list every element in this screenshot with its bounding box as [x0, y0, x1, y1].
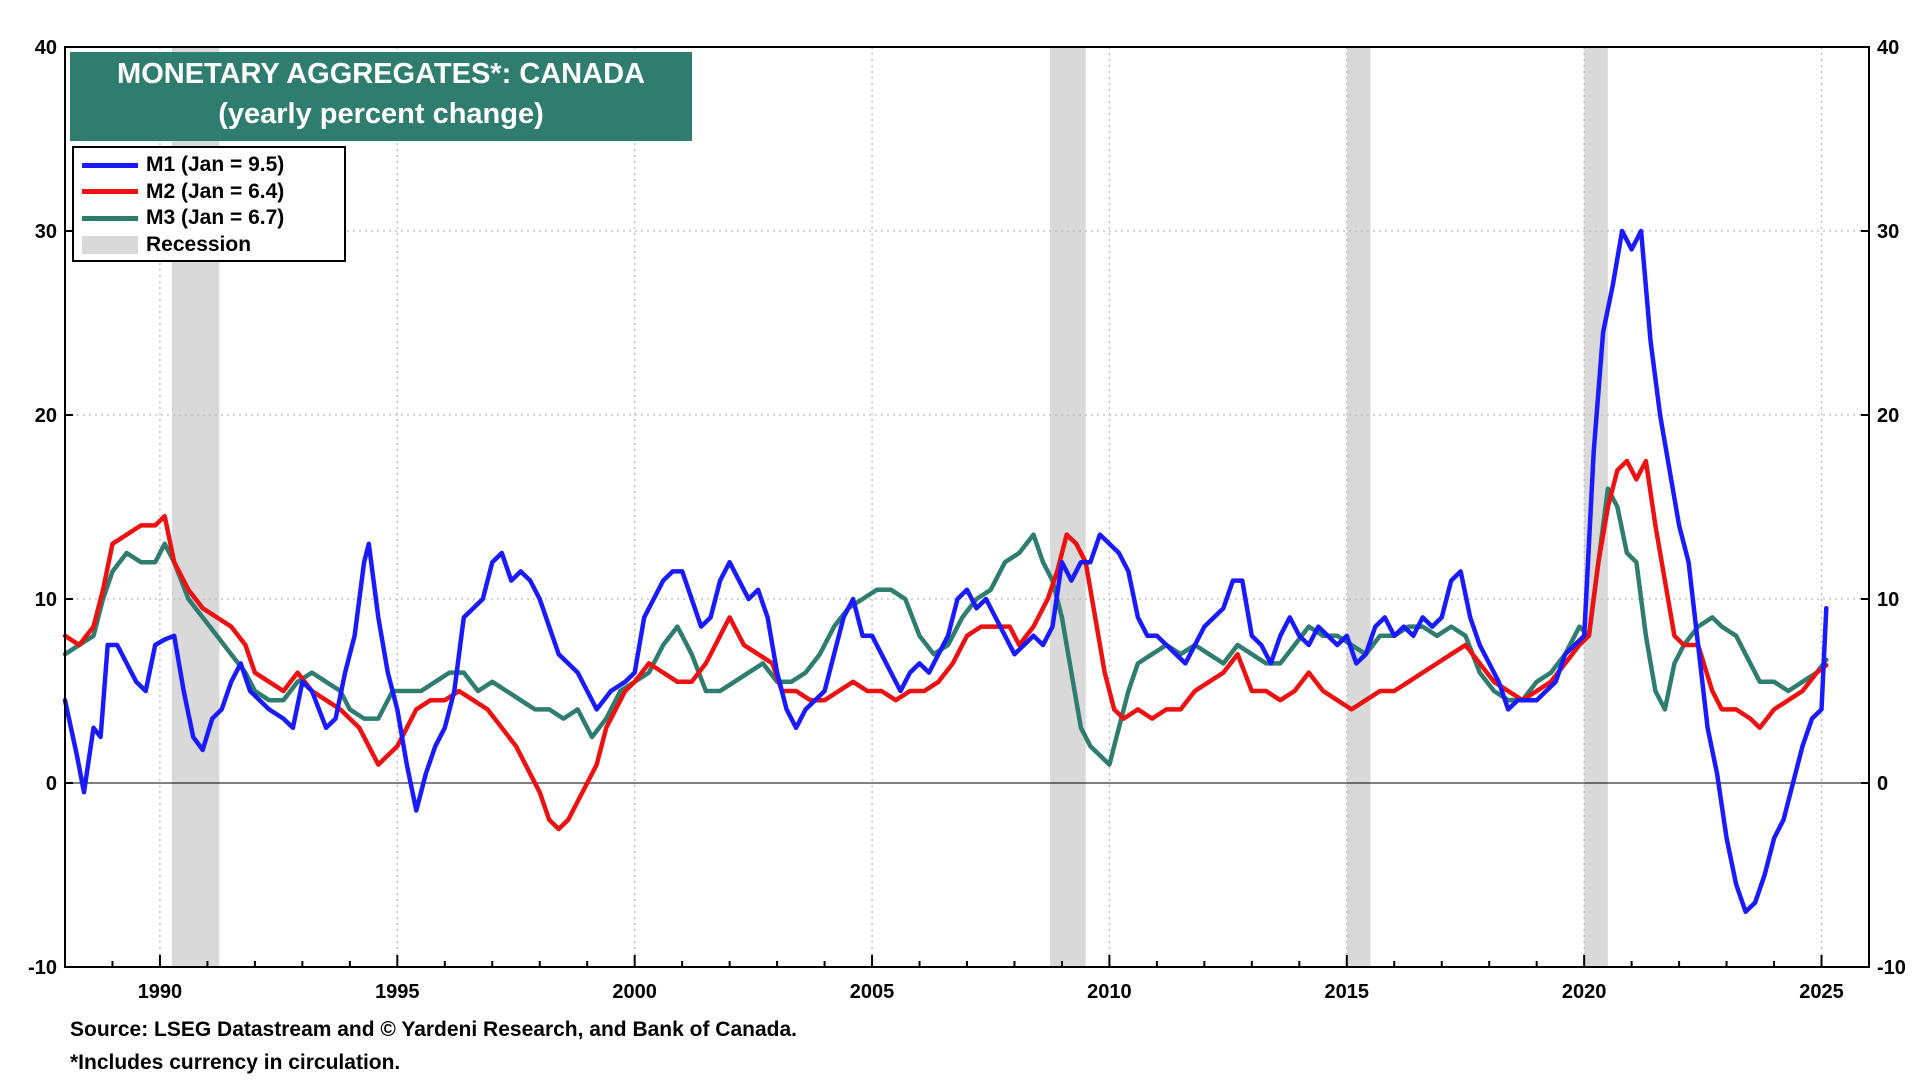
y-tick-label-left: 30 — [35, 221, 57, 243]
y-tick-label-left: 10 — [35, 589, 57, 611]
source-note: Source: LSEG Datastream and © Yardeni Re… — [70, 1018, 797, 1041]
series-line-m3 — [62, 486, 1829, 767]
legend-label-m1: M1 (Jan = 9.5) — [146, 153, 285, 177]
x-tick-label: 2025 — [1799, 981, 1844, 1003]
legend-label-recession: Recession — [146, 232, 252, 256]
x-tick-label: 1995 — [375, 981, 420, 1003]
legend-label-m3: M3 (Jan = 6.7) — [146, 206, 285, 230]
y-tick-label-left: -10 — [28, 957, 57, 979]
y-tick-label-left: 20 — [35, 405, 57, 427]
legend: M1 (Jan = 9.5) M2 (Jan = 6.4) M3 (Jan = … — [72, 146, 346, 262]
recession-bands — [171, 47, 1608, 967]
legend-swatch-m3 — [82, 215, 138, 221]
y-tick-label-left: 40 — [35, 37, 57, 59]
y-tick-label-right: 40 — [1877, 37, 1899, 59]
footnote: *Includes currency in circulation. — [70, 1051, 401, 1074]
x-tick-label: 2020 — [1562, 981, 1607, 1003]
recession-band-2 — [1346, 47, 1371, 967]
recession-band-3 — [1584, 47, 1608, 967]
y-tick-label-right: -10 — [1877, 957, 1906, 979]
legend-item-recession: Recession — [82, 232, 344, 259]
legend-item-m2: M2 (Jan = 6.4) — [82, 179, 344, 206]
legend-swatch-m1 — [82, 162, 138, 168]
x-tick-label: 2010 — [1087, 981, 1132, 1003]
legend-swatch-recession — [82, 235, 138, 254]
chart-title-box: MONETARY AGGREGATES*: CANADA (yearly per… — [70, 52, 692, 141]
x-tick-label: 2005 — [850, 981, 895, 1003]
y-tick-label-left: 0 — [46, 773, 57, 795]
y-tick-label-right: 0 — [1877, 773, 1888, 795]
chart-title: MONETARY AGGREGATES*: CANADA — [117, 58, 645, 90]
y-tick-label-right: 30 — [1877, 221, 1899, 243]
legend-item-m1: M1 (Jan = 9.5) — [82, 152, 344, 179]
series-lines — [62, 228, 1829, 915]
y-tick-label-right: 10 — [1877, 589, 1899, 611]
legend-swatch-m2 — [82, 189, 138, 195]
x-tick-label: 2000 — [612, 981, 657, 1003]
chart-subtitle: (yearly percent change) — [218, 98, 544, 130]
x-tick-label: 1990 — [138, 981, 183, 1003]
recession-band-1 — [1050, 47, 1086, 967]
legend-label-m2: M2 (Jan = 6.4) — [146, 179, 285, 203]
series-line-m1 — [62, 228, 1829, 915]
y-tick-label-right: 20 — [1877, 405, 1899, 427]
gridlines — [65, 47, 1869, 967]
legend-item-m3: M3 (Jan = 6.7) — [82, 205, 344, 232]
x-tick-label: 2015 — [1325, 981, 1370, 1003]
